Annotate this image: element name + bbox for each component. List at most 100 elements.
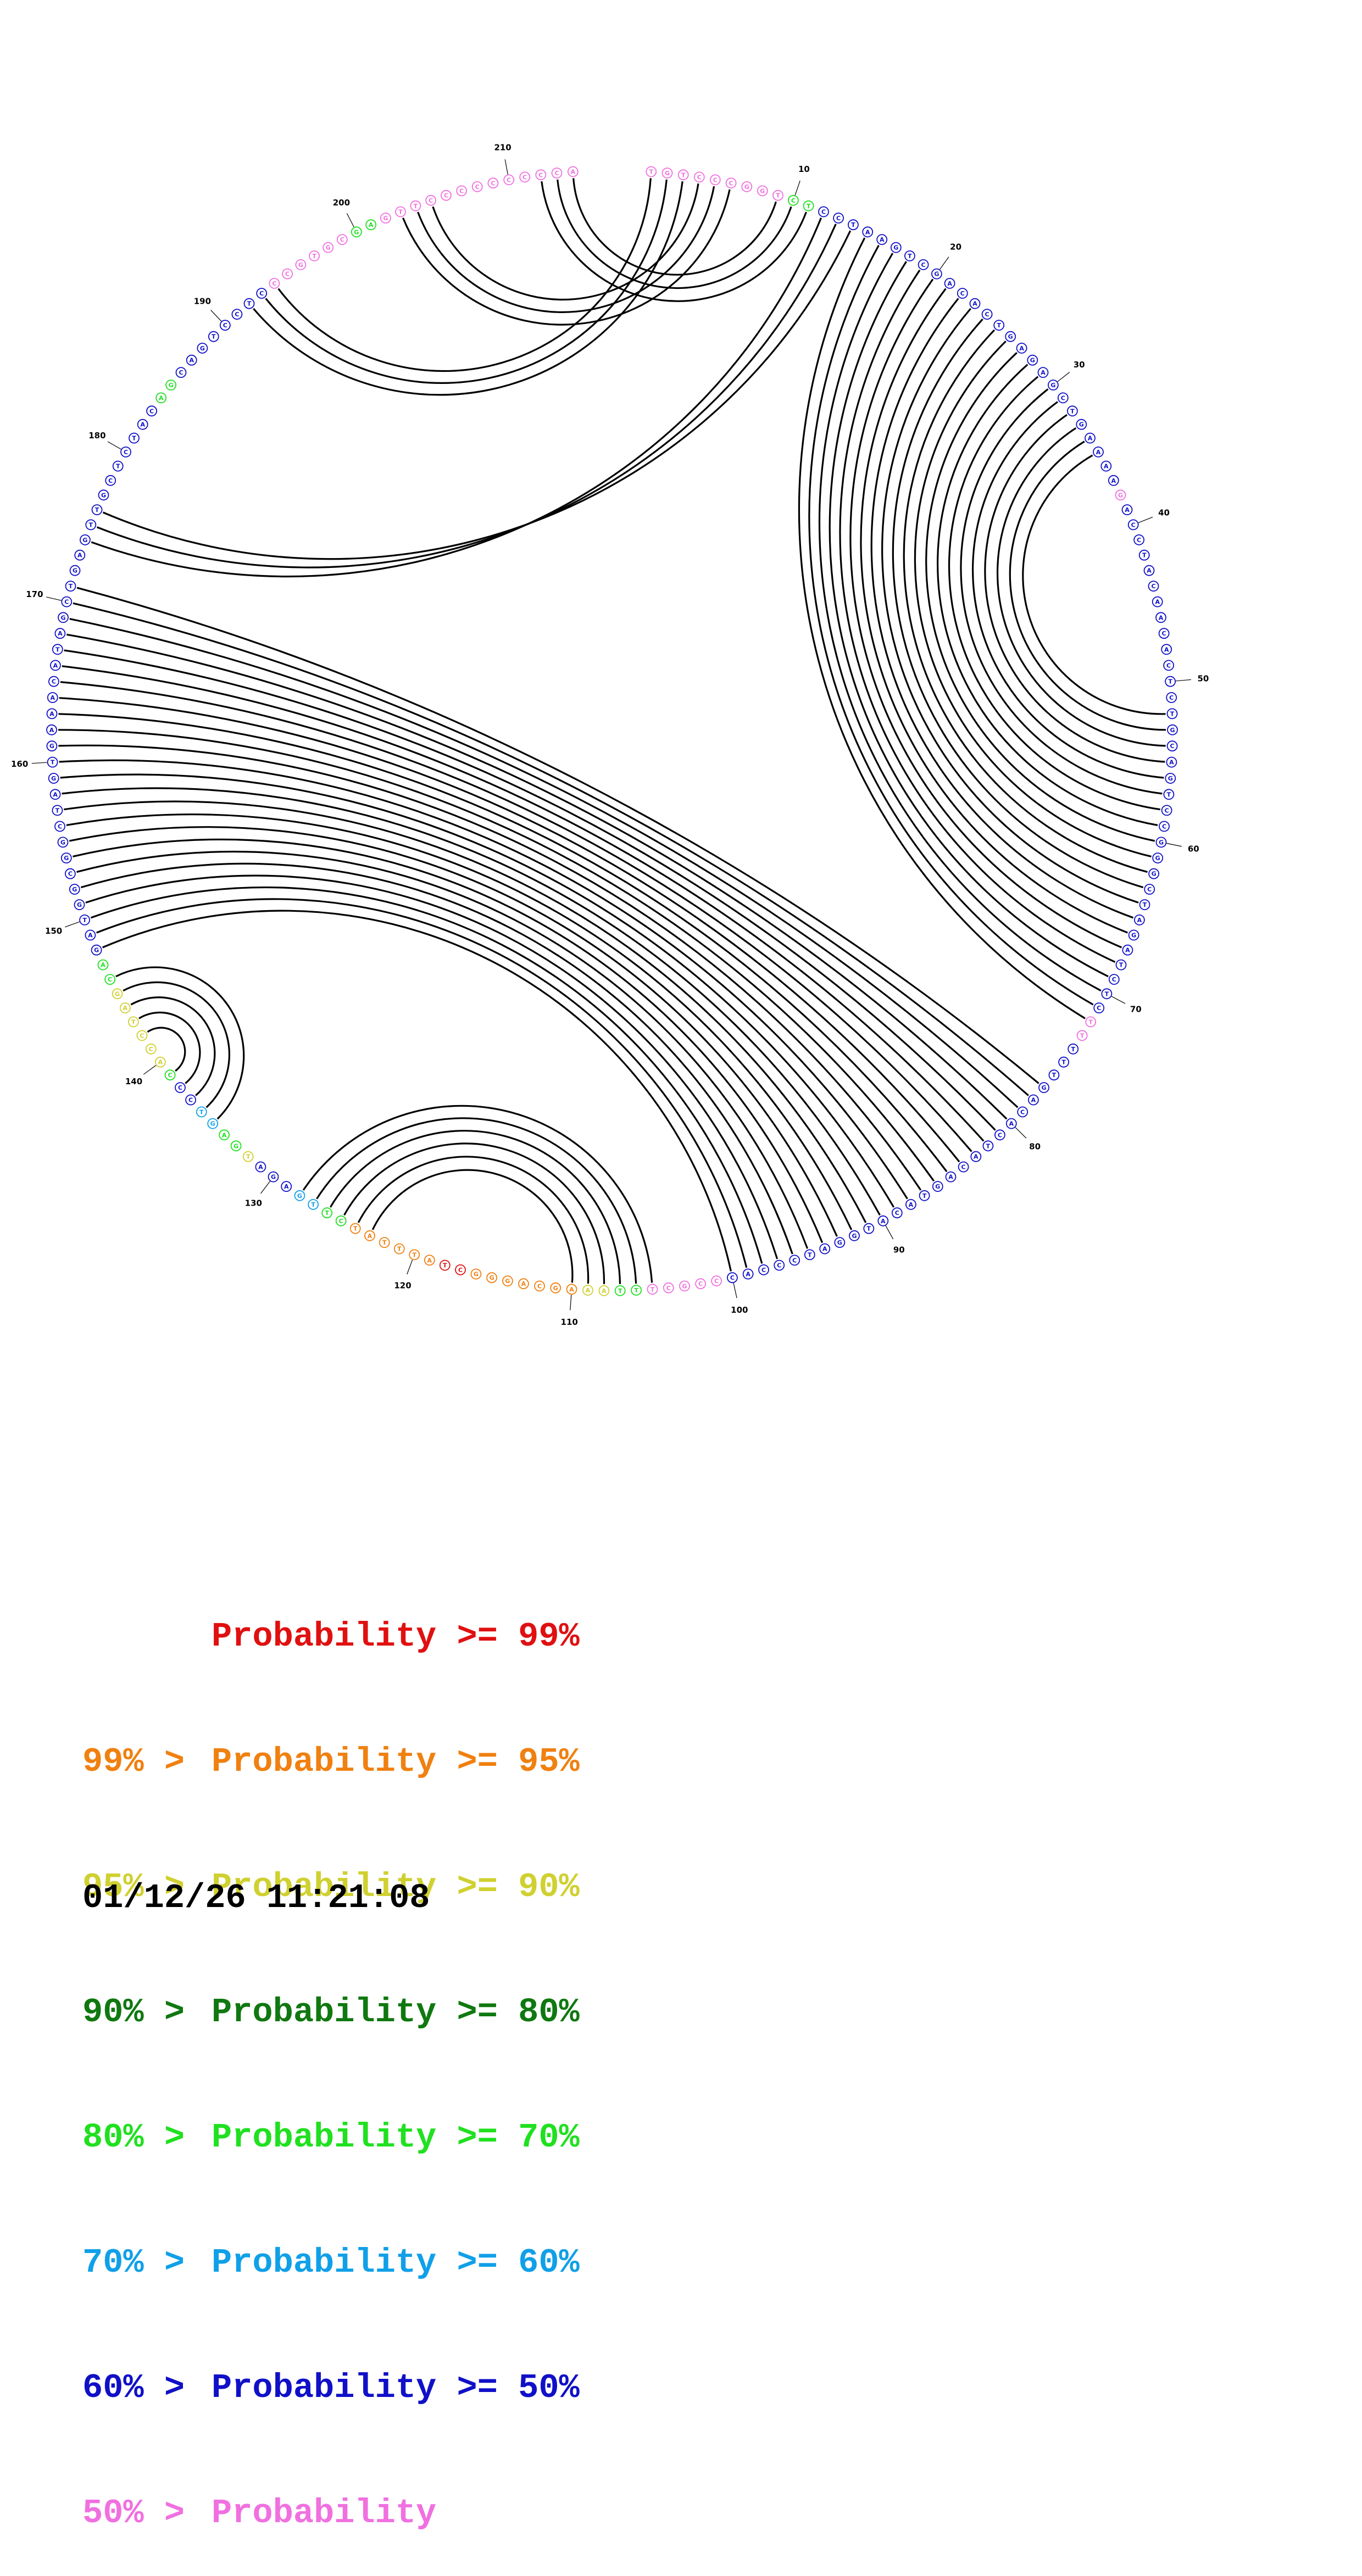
nucleotide: A (970, 1151, 982, 1162)
svg-text:T: T (1088, 1018, 1093, 1025)
base-pair-arc (76, 850, 809, 1249)
svg-text:C: C (698, 1280, 703, 1287)
nucleotide: C (54, 821, 65, 832)
nucleotide: C (256, 288, 268, 299)
base-pair-arc (58, 744, 922, 1191)
svg-text:C: C (149, 408, 154, 415)
svg-text:C: C (537, 1283, 542, 1290)
svg-text:A: A (880, 236, 885, 243)
base-pair-arc (417, 186, 715, 313)
nucleotide: A (1037, 367, 1049, 378)
svg-text:A: A (571, 169, 576, 176)
svg-text:T: T (908, 253, 912, 260)
nucleotide: A (155, 392, 167, 404)
base-pair-arc (1009, 441, 1166, 731)
base-pair-arc (138, 1011, 201, 1084)
nucleotide: A (1155, 612, 1166, 623)
nucleotide: C (487, 177, 499, 189)
nucleotide: T (1048, 1069, 1060, 1081)
nucleotide: A (1122, 944, 1133, 956)
svg-text:T: T (851, 221, 855, 228)
svg-text:C: C (836, 215, 841, 222)
nucleotide: T (379, 1237, 390, 1248)
svg-text:T: T (867, 1225, 871, 1233)
svg-text:G: G (210, 1120, 215, 1128)
nucleotide: C (219, 320, 231, 331)
base-pair-arc (62, 787, 881, 1216)
svg-text:A: A (586, 1287, 591, 1294)
svg-text:C: C (1170, 743, 1175, 750)
svg-text:C: C (1162, 823, 1166, 830)
svg-text:A: A (746, 1271, 751, 1278)
svg-text:C: C (554, 170, 559, 177)
nucleotide: G (91, 944, 102, 956)
nucleotide: T (1076, 1030, 1088, 1041)
svg-text:T: T (922, 1192, 927, 1200)
svg-text:C: C (458, 1267, 463, 1274)
base-pair-arc (66, 633, 1008, 1120)
svg-text:G: G (474, 1271, 479, 1278)
nucleotide: T (91, 504, 103, 515)
base-pair-arc (62, 665, 985, 1142)
svg-text:T: T (311, 1201, 315, 1208)
base-pair-arc (123, 981, 230, 1108)
nucleotide: G (295, 259, 307, 270)
base-pair-arc (58, 713, 948, 1173)
svg-text:C: C (713, 176, 718, 183)
nucleotide: T (1058, 1056, 1069, 1068)
svg-text:C: C (821, 209, 826, 216)
base-pair-arc (102, 230, 852, 560)
nucleotide: G (230, 1140, 242, 1152)
nucleotide: C (61, 596, 73, 607)
svg-text:C: C (108, 976, 112, 983)
base-pair-arc (903, 329, 1148, 873)
svg-text:A: A (1125, 506, 1130, 514)
svg-text:T: T (325, 1209, 329, 1217)
nucleotide: T (1163, 789, 1175, 800)
position-tick (31, 762, 47, 764)
nucleotide: C (1159, 821, 1170, 832)
svg-text:C: C (538, 171, 543, 179)
svg-text:C: C (459, 187, 464, 194)
nucleotide: G (661, 168, 673, 179)
svg-text:A: A (222, 1131, 227, 1139)
position-label: 20 (950, 242, 961, 252)
svg-text:A: A (822, 1246, 827, 1253)
svg-text:C: C (339, 1218, 343, 1225)
nucleotide: C (1166, 692, 1177, 703)
svg-text:A: A (1111, 477, 1116, 484)
svg-text:C: C (1169, 694, 1174, 701)
position-labels: 10 20 30 40 50 60 70 80 90 100 110 120 130 140 150 160 1… (11, 143, 1209, 1328)
svg-text:C: C (1151, 583, 1155, 590)
svg-text:C: C (777, 1262, 781, 1269)
base-pair-arc (265, 179, 668, 384)
nucleotide: G (1076, 419, 1087, 430)
svg-text:G: G (64, 855, 69, 862)
nucleotide: T (993, 320, 1005, 331)
svg-text:G: G (744, 183, 749, 191)
svg-text:G: G (101, 492, 106, 499)
svg-text:G: G (935, 1183, 940, 1190)
svg-text:G: G (505, 1278, 510, 1285)
base-pair-arcs (58, 178, 1166, 1284)
nucleotide: C (695, 1278, 706, 1290)
nucleotide: T (647, 1284, 658, 1295)
svg-text:A: A (158, 1059, 163, 1066)
nucleotide: G (890, 242, 902, 253)
nucleotide: C (1017, 1106, 1029, 1118)
base-pair-arc (925, 352, 1155, 842)
base-pair-arc (1022, 454, 1166, 715)
svg-text:T: T (69, 583, 73, 590)
position-label: 160 (11, 759, 28, 769)
base-pair-arc (130, 996, 216, 1096)
svg-text:A: A (909, 1201, 914, 1208)
nucleotide: A (877, 1215, 889, 1226)
svg-text:G: G (665, 170, 670, 177)
svg-text:T: T (1070, 408, 1075, 415)
position-tick (1166, 843, 1182, 847)
nucleotide: C (1127, 519, 1139, 531)
svg-text:A: A (51, 694, 55, 701)
base-pair-arc (316, 1117, 637, 1284)
nucleotide: C (335, 1215, 347, 1226)
svg-text:C: C (58, 823, 62, 830)
